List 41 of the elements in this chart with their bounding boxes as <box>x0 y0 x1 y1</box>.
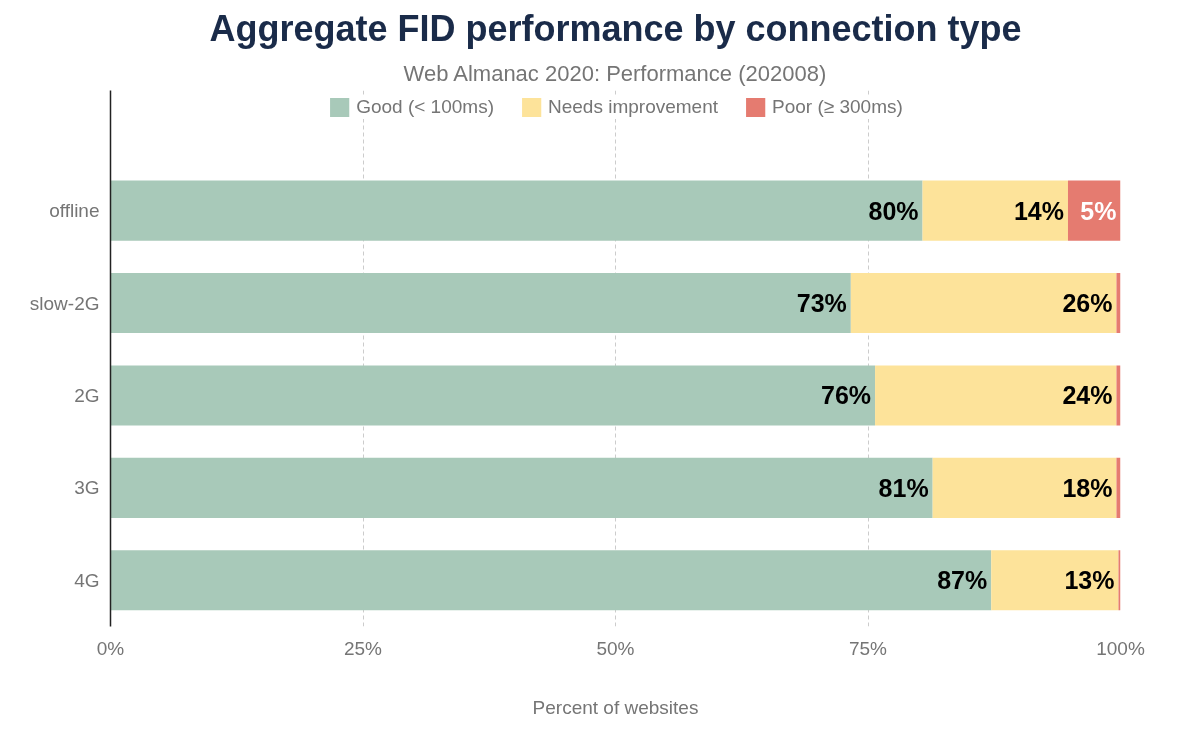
data-label: 5% <box>1080 196 1117 225</box>
x-tick-label: 25% <box>343 637 383 659</box>
y-tick-label: 3G <box>74 477 100 499</box>
data-label: 18% <box>1062 473 1113 502</box>
legend-label: Needs improvement <box>547 96 719 118</box>
data-label: 80% <box>868 196 919 225</box>
x-axis-title: Percent of websites <box>532 696 699 718</box>
bar <box>110 273 851 334</box>
legend-label: Poor (≥ 300ms) <box>772 96 903 118</box>
data-label: 87% <box>937 566 988 595</box>
data-label: 81% <box>878 473 929 502</box>
bar <box>850 273 1117 334</box>
bar <box>991 550 1119 611</box>
legend-label: Good (< 100ms) <box>356 96 494 118</box>
data-label: 13% <box>1064 566 1115 595</box>
y-tick-label: offline <box>49 200 100 222</box>
bar <box>922 180 1068 241</box>
bar <box>1118 550 1121 611</box>
chart-subtitle: Web Almanac 2020: Performance (202008) <box>403 60 827 86</box>
bar <box>932 457 1117 518</box>
bar <box>1116 365 1121 426</box>
y-tick-label: slow-2G <box>29 292 100 314</box>
bar <box>110 550 992 611</box>
bar <box>110 457 933 518</box>
y-tick-label: 2G <box>74 384 100 406</box>
data-label: 14% <box>1013 196 1064 225</box>
y-tick-label: 4G <box>74 569 100 591</box>
bar <box>1116 273 1121 334</box>
data-label: 73% <box>796 289 847 318</box>
data-label: 76% <box>821 381 872 410</box>
data-label: 26% <box>1062 289 1113 318</box>
x-tick-label: 100% <box>1096 637 1145 659</box>
chart-title: Aggregate FID performance by connection type <box>209 7 1022 49</box>
bar <box>875 365 1117 426</box>
bar <box>1116 457 1121 518</box>
bar <box>110 365 876 426</box>
bar <box>110 180 923 241</box>
x-tick-label: 75% <box>848 637 888 659</box>
data-label: 24% <box>1062 381 1113 410</box>
x-tick-label: 0% <box>96 637 125 659</box>
x-tick-label: 50% <box>596 637 635 659</box>
